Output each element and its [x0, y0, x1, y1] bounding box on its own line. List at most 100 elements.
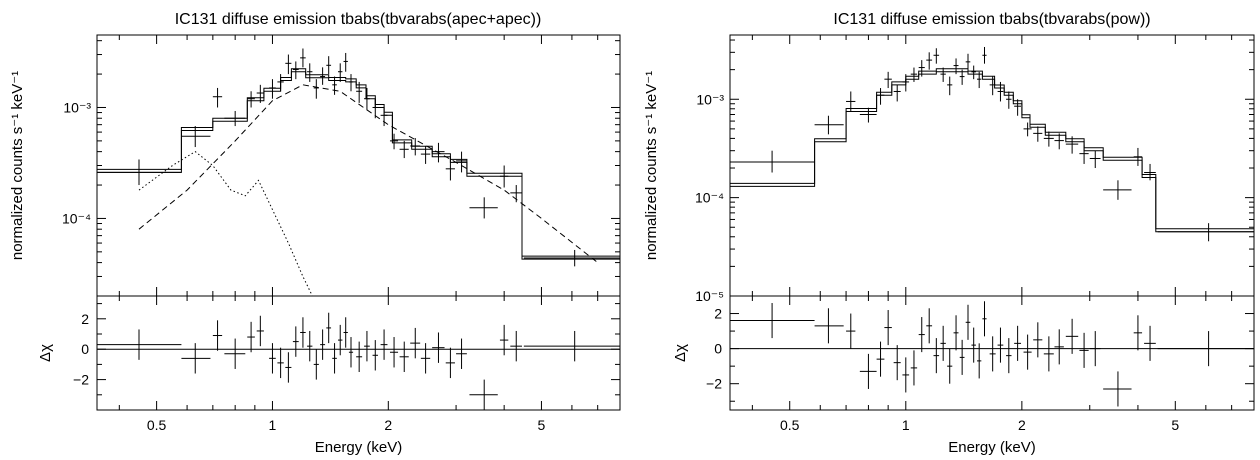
residual-point — [432, 332, 445, 363]
model-step-line — [730, 71, 1254, 233]
residual-point — [1014, 325, 1022, 361]
residual-point — [348, 337, 354, 368]
residual-point — [337, 324, 343, 356]
model-component-dashed — [138, 84, 599, 263]
data-point — [910, 67, 918, 82]
data-point — [730, 150, 815, 173]
residual-point — [902, 357, 910, 393]
residual-point — [389, 337, 399, 368]
plot-frame — [96, 34, 621, 411]
plot-frame — [729, 34, 1255, 411]
data-point — [1103, 180, 1132, 200]
data-point — [326, 56, 332, 75]
model-step-line-upper — [97, 68, 620, 257]
y-tick-label: 10⁻³ — [63, 99, 91, 115]
data-point — [971, 65, 976, 80]
residual-point — [320, 329, 326, 360]
x-tick-label: 1 — [269, 417, 277, 433]
data-point — [332, 76, 337, 95]
residual-point — [1103, 371, 1132, 407]
spectrum-panel-1: IC131 diffuse emission tbabs(tbvarabs(ap… — [9, 11, 621, 456]
data-point — [181, 126, 211, 148]
residual-point — [313, 349, 319, 380]
data-point — [926, 52, 933, 70]
residual-tick-label: 0 — [714, 341, 722, 357]
residual-point — [910, 350, 918, 386]
residual-point — [977, 343, 982, 379]
residual-point — [933, 338, 940, 374]
residual-point — [1033, 322, 1043, 358]
data-point — [343, 52, 348, 72]
model-step-line-upper — [730, 68, 1254, 230]
data-point — [445, 159, 455, 181]
residual-tick-label: 0 — [81, 341, 89, 357]
residual-tick-label: −2 — [706, 376, 722, 392]
residual-axis-label: Δχ — [672, 344, 689, 362]
x-axis-label: Energy (keV) — [948, 439, 1036, 456]
residual-point — [1157, 331, 1254, 367]
data-point — [1089, 150, 1101, 169]
residual-point — [1079, 332, 1089, 368]
y-tick-label: 10⁻⁵ — [695, 288, 724, 304]
data-point — [814, 115, 844, 135]
data-point — [300, 48, 306, 68]
residual-point — [1065, 318, 1079, 354]
data-point — [469, 197, 498, 219]
residual-point — [846, 313, 856, 349]
residual-point — [965, 304, 971, 340]
residual-point — [410, 327, 421, 359]
residual-point — [456, 338, 467, 369]
data-point — [256, 84, 264, 103]
x-tick-label: 1 — [902, 417, 910, 433]
data-point — [884, 71, 892, 89]
data-point — [1065, 136, 1079, 154]
residual-point — [947, 348, 953, 384]
residual-point — [97, 329, 182, 360]
residual-point — [876, 341, 885, 377]
residual-point — [1133, 315, 1143, 351]
residual-point — [399, 341, 409, 372]
residual-point — [343, 317, 348, 348]
residual-point — [1006, 338, 1012, 374]
data-point — [876, 88, 885, 105]
residual-point — [523, 330, 620, 362]
residual-point — [814, 308, 844, 344]
residual-point — [445, 347, 455, 379]
residual-point — [971, 327, 976, 363]
data-point — [965, 53, 971, 70]
residual-point — [1089, 331, 1101, 367]
y-tick-label: 10⁻⁴ — [62, 210, 91, 226]
residual-point — [499, 324, 509, 356]
data-point — [320, 67, 326, 85]
residual-point — [326, 312, 332, 344]
x-tick-label: 0.5 — [780, 417, 800, 433]
data-point — [420, 145, 431, 164]
data-point — [356, 81, 363, 103]
y-axis-label: normalized counts s⁻¹ keV⁻¹ — [643, 71, 660, 260]
data-point — [1054, 133, 1064, 150]
residual-point — [1144, 325, 1156, 361]
data-point — [982, 46, 987, 64]
residual-tick-label: −2 — [73, 372, 89, 388]
data-point — [933, 48, 940, 64]
residual-point — [730, 303, 815, 339]
x-axis-label: Energy (keV) — [315, 439, 403, 456]
residual-point — [212, 320, 223, 351]
residual-point — [277, 347, 284, 379]
data-point — [523, 249, 620, 267]
x-tick-label: 0.5 — [147, 417, 167, 433]
residual-point — [256, 315, 264, 347]
residual-point — [1023, 334, 1032, 370]
x-tick-label: 2 — [384, 417, 392, 433]
residual-point — [224, 338, 246, 369]
residual-point — [918, 317, 925, 353]
data-point — [399, 140, 409, 159]
residual-point — [997, 327, 1004, 363]
model-step-line — [97, 71, 620, 260]
residual-point — [269, 343, 276, 374]
y-tick-label: 10⁻⁴ — [695, 190, 724, 206]
data-point — [247, 91, 255, 108]
main-panel — [97, 48, 620, 296]
residual-point — [989, 336, 996, 372]
residual-point — [247, 321, 255, 353]
